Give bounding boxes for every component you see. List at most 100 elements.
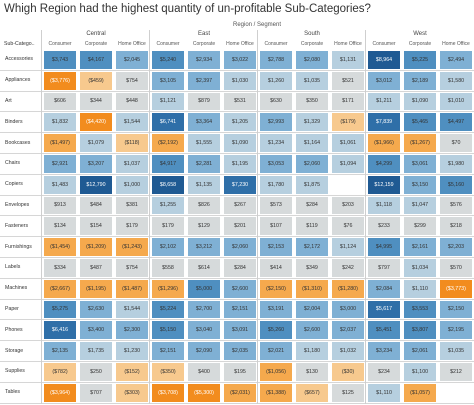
heatmap-cell: $2,300 bbox=[116, 321, 148, 340]
region-divider bbox=[257, 30, 258, 404]
region-header-west: West bbox=[413, 31, 427, 37]
heatmap-cell: $119 bbox=[296, 217, 328, 236]
heatmap-cell: $203 bbox=[332, 196, 364, 215]
heatmap-cell: $2,788 bbox=[260, 51, 292, 69]
region-header-central: Central bbox=[86, 31, 106, 37]
heatmap-cell: $448 bbox=[116, 92, 148, 111]
heatmap-cell: $5,224 bbox=[152, 300, 184, 319]
heatmap-cell: $5,225 bbox=[404, 51, 436, 69]
heatmap-cell: $1,010 bbox=[440, 92, 472, 111]
row-label: Supplies bbox=[5, 368, 25, 375]
heatmap-cell: $284 bbox=[224, 259, 256, 277]
heatmap-cell: $7,230 bbox=[224, 175, 256, 194]
heatmap-cell: ($2,192) bbox=[152, 134, 184, 152]
heatmap-cell: $2,102 bbox=[152, 238, 184, 256]
heatmap-cell: $250 bbox=[80, 363, 112, 381]
heatmap-cell: $1,047 bbox=[404, 196, 436, 215]
row-label: Envelopes bbox=[5, 202, 30, 208]
heatmap-cell: $3,364 bbox=[188, 113, 220, 132]
segment-header: Consumer bbox=[264, 41, 288, 47]
row-divider bbox=[0, 194, 474, 196]
heatmap-cell: $3,234 bbox=[368, 342, 400, 360]
heatmap-cell: $5,465 bbox=[404, 113, 436, 132]
heatmap-cell: $2,700 bbox=[188, 300, 220, 319]
heatmap-cell: ($3,964) bbox=[44, 383, 76, 402]
row-divider bbox=[0, 361, 474, 362]
heatmap-cell: ($1,195) bbox=[80, 279, 112, 298]
heatmap-cell: $1,544 bbox=[116, 113, 148, 132]
segment-header: Home Office bbox=[118, 41, 146, 47]
heatmap-cell: $5,240 bbox=[152, 51, 184, 69]
heatmap-cell: $2,195 bbox=[440, 321, 472, 340]
row-divider bbox=[0, 153, 474, 154]
heatmap-cell: $5,617 bbox=[368, 300, 400, 319]
heatmap-cell: $233 bbox=[368, 217, 400, 236]
heatmap-cell: $2,060 bbox=[224, 238, 256, 256]
segment-header: Home Office bbox=[334, 41, 362, 47]
heatmap-cell: $1,037 bbox=[116, 155, 148, 173]
heatmap-cell: $234 bbox=[368, 363, 400, 381]
heatmap-cell: $4,995 bbox=[368, 238, 400, 256]
row-label: Copiers bbox=[5, 181, 23, 188]
heatmap-cell: $4,299 bbox=[368, 155, 400, 173]
heatmap-cell: $1,035 bbox=[296, 71, 328, 90]
heatmap-cell: ($5,300) bbox=[188, 383, 220, 402]
row-label: Furnishings bbox=[5, 243, 32, 250]
heatmap-cell: $134 bbox=[44, 217, 76, 236]
heatmap-cell: $5,000 bbox=[188, 279, 220, 298]
heatmap-cell: $154 bbox=[80, 217, 112, 236]
heatmap-cell: $707 bbox=[80, 383, 112, 402]
heatmap-cell: $5,451 bbox=[368, 321, 400, 340]
heatmap-cell: $3,091 bbox=[224, 321, 256, 340]
heatmap-cell: $1,164 bbox=[296, 134, 328, 152]
heatmap-cell: $76 bbox=[332, 217, 364, 236]
heatmap-cell: $754 bbox=[116, 259, 148, 277]
row-label: Accessories bbox=[5, 56, 33, 63]
heatmap-cell: ($2,031) bbox=[224, 383, 256, 402]
row-divider bbox=[0, 402, 474, 404]
heatmap-cell: $3,061 bbox=[404, 155, 436, 173]
heatmap-cell: ($657) bbox=[296, 383, 328, 402]
heatmap-cell: $2,189 bbox=[404, 71, 436, 90]
segment-header: Home Office bbox=[226, 41, 254, 47]
row-label: Tables bbox=[5, 389, 20, 396]
row-divider bbox=[0, 277, 474, 279]
heatmap-cell: $1,100 bbox=[404, 363, 436, 381]
heatmap-cell: $212 bbox=[440, 363, 472, 381]
heatmap-cell: $125 bbox=[332, 383, 364, 402]
row-label: Paper bbox=[5, 306, 19, 312]
heatmap-cell: $2,151 bbox=[224, 300, 256, 319]
heatmap-cell: $797 bbox=[368, 259, 400, 277]
heatmap-cell: $334 bbox=[44, 259, 76, 277]
heatmap-cell: $129 bbox=[188, 217, 220, 236]
heatmap-cell: $1,195 bbox=[224, 155, 256, 173]
heatmap-cell: $1,211 bbox=[368, 92, 400, 111]
heatmap-cell: $1,032 bbox=[332, 342, 364, 360]
heatmap-cell: $3,150 bbox=[404, 175, 436, 194]
heatmap-cell: $3,553 bbox=[404, 300, 436, 319]
heatmap-cell: $1,034 bbox=[404, 259, 436, 277]
heatmap-cell: $570 bbox=[440, 259, 472, 277]
heatmap-cell: $2,397 bbox=[188, 71, 220, 90]
heatmap-cell: $242 bbox=[332, 259, 364, 277]
heatmap-cell: $2,080 bbox=[296, 51, 328, 69]
heatmap-cell: $1,230 bbox=[116, 342, 148, 360]
segment-header: Consumer bbox=[48, 41, 72, 47]
heatmap-cell: $606 bbox=[44, 92, 76, 111]
row-label: Art bbox=[5, 98, 12, 104]
heatmap-cell: $521 bbox=[332, 71, 364, 90]
heatmap-cell: $531 bbox=[224, 92, 256, 111]
row-divider bbox=[0, 257, 474, 258]
header-divider bbox=[41, 30, 42, 404]
row-divider bbox=[0, 173, 474, 175]
segment-header: Home Office bbox=[442, 41, 470, 47]
heatmap-cell: $1,234 bbox=[260, 134, 292, 152]
row-divider bbox=[0, 298, 474, 300]
heatmap-cell: $2,993 bbox=[260, 113, 292, 132]
heatmap-cell: $4,167 bbox=[80, 51, 112, 69]
heatmap-cell: $218 bbox=[440, 217, 472, 236]
heatmap-cell: $1,980 bbox=[440, 155, 472, 173]
row-divider bbox=[0, 319, 474, 321]
segment-header: Consumer bbox=[156, 41, 180, 47]
heatmap-cell: $3,105 bbox=[152, 71, 184, 90]
